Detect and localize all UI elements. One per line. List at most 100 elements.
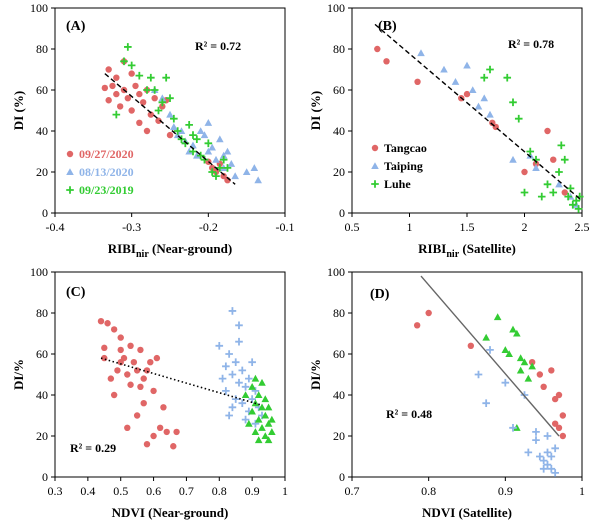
y-tick-label: 60: [333, 347, 345, 361]
data-point: [528, 359, 536, 366]
data-point: [254, 176, 262, 184]
series-1: [101, 58, 231, 184]
data-point: [231, 172, 239, 180]
data-point: [549, 188, 558, 197]
x-axis-label: RIBInir (Satellite): [418, 241, 516, 260]
plot-area: [54, 271, 286, 478]
x-tick-label: 0.4: [80, 484, 95, 498]
data-point: [261, 411, 270, 419]
y-tick-label: 0: [42, 206, 48, 220]
data-point: [564, 192, 572, 201]
data-point: [222, 362, 230, 371]
data-point: [532, 164, 540, 171]
data-point: [166, 94, 174, 102]
data-point: [124, 95, 132, 102]
data-point: [241, 415, 250, 424]
data-point: [222, 387, 230, 395]
data-point: [196, 127, 205, 135]
data-point: [440, 65, 448, 73]
data-point: [137, 383, 144, 390]
plot-area: [54, 7, 286, 214]
y-tick-label: 40: [36, 388, 48, 402]
x-tick-label: -0.2: [199, 220, 218, 234]
data-point: [147, 111, 155, 118]
data-point: [561, 189, 568, 196]
data-point: [513, 424, 521, 431]
data-point: [486, 110, 494, 118]
data-point: [501, 346, 510, 353]
data-point: [208, 164, 216, 172]
r-squared-label: R² = 0.78: [508, 37, 554, 51]
data-point: [140, 375, 147, 382]
data-point: [116, 103, 124, 110]
data-point: [486, 65, 494, 74]
data-point: [212, 172, 220, 180]
data-point: [482, 333, 490, 341]
data-point: [135, 71, 144, 80]
data-point: [137, 346, 144, 354]
series-3: [241, 374, 276, 444]
data-point: [227, 160, 236, 167]
data-point: [132, 82, 139, 90]
data-point: [235, 321, 243, 330]
data-point: [208, 168, 216, 176]
data-point: [216, 135, 224, 143]
trend-line: [104, 73, 236, 185]
data-point: [254, 415, 263, 423]
data-point: [251, 387, 260, 395]
data-point: [225, 411, 233, 420]
data-point: [463, 61, 471, 69]
data-point: [503, 73, 512, 82]
data-point: [143, 86, 151, 94]
y-tick-label: 40: [36, 124, 48, 138]
legend-marker: [371, 144, 379, 152]
data-point: [543, 180, 552, 189]
x-tick-label: 0.9: [498, 484, 513, 498]
y-tick-label: 60: [333, 83, 345, 97]
y-tick-label: 20: [36, 165, 48, 179]
data-point: [124, 424, 131, 431]
data-point: [170, 123, 178, 130]
data-point: [143, 127, 151, 135]
data-point: [185, 121, 193, 129]
panel-label: (B): [378, 19, 397, 34]
data-point: [258, 424, 266, 431]
data-point: [113, 74, 120, 81]
x-tick-label: 1: [282, 484, 288, 498]
data-point: [248, 407, 256, 415]
data-point: [204, 139, 213, 148]
data-point: [204, 147, 213, 155]
data-point: [264, 436, 273, 444]
r-squared-label: R² = 0.72: [195, 39, 241, 53]
y-axis-label: DI (%): [308, 91, 323, 130]
x-tick-label: 0.6: [146, 484, 161, 498]
data-point: [150, 86, 159, 94]
data-point: [231, 395, 240, 403]
data-point: [151, 95, 158, 102]
data-point: [140, 400, 147, 407]
data-point: [451, 78, 460, 85]
data-point: [166, 131, 174, 139]
data-point: [225, 350, 233, 358]
data-point: [261, 432, 270, 440]
x-tick-label: 1.5: [460, 220, 475, 234]
data-point: [110, 326, 118, 333]
data-point: [417, 49, 425, 57]
y-tick-label: 20: [36, 429, 48, 443]
data-point: [219, 155, 228, 164]
data-point: [547, 452, 556, 461]
data-point: [501, 378, 510, 387]
data-point: [543, 432, 552, 440]
data-point: [242, 168, 251, 176]
y-tick-label: 40: [333, 124, 345, 138]
data-point: [219, 151, 228, 159]
data-point: [509, 424, 517, 432]
y-tick-label: 100: [327, 265, 345, 279]
data-point: [474, 102, 483, 110]
data-point: [537, 192, 546, 201]
data-point: [539, 456, 548, 465]
data-point: [105, 97, 112, 104]
data-point: [200, 131, 209, 139]
data-point: [218, 374, 227, 383]
